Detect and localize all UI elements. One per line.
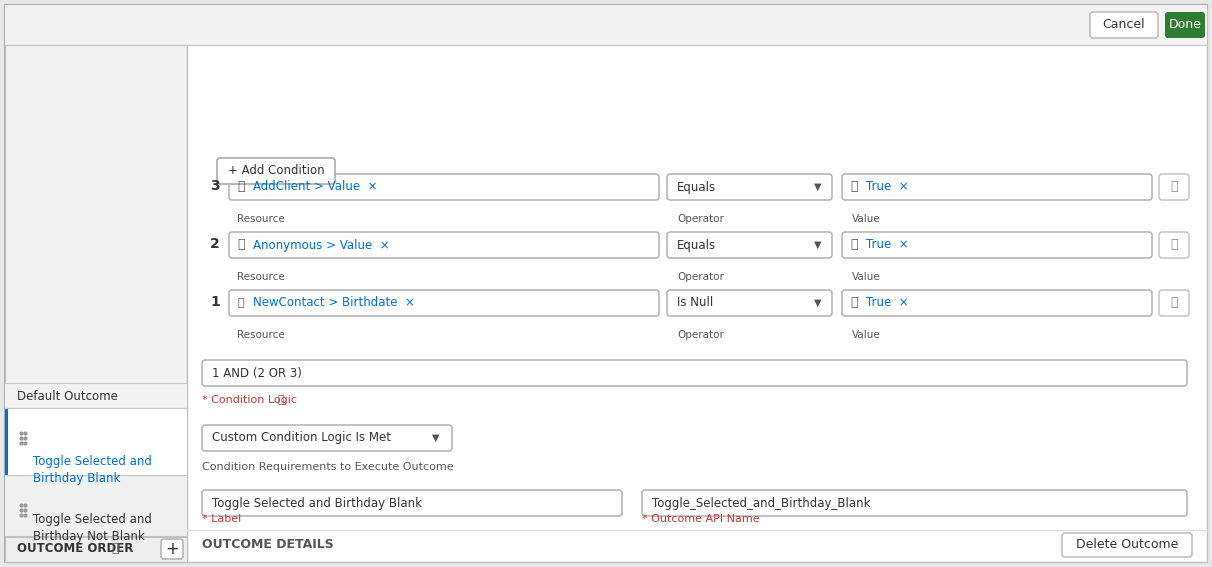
Text: Toggle_Selected_and_Birthday_Blank: Toggle_Selected_and_Birthday_Blank	[652, 497, 870, 510]
FancyBboxPatch shape	[217, 158, 335, 184]
FancyBboxPatch shape	[1090, 12, 1157, 38]
Text: Resource: Resource	[238, 330, 285, 340]
Text: Done: Done	[1168, 19, 1201, 32]
Text: ▼: ▼	[814, 240, 822, 250]
Bar	[5, 408, 187, 475]
Text: ⓘ: ⓘ	[278, 395, 284, 405]
Text: AddClient > Value  ×: AddClient > Value ×	[253, 180, 377, 193]
Text: OUTCOME DETAILS: OUTCOME DETAILS	[202, 538, 333, 551]
Text: Value: Value	[852, 330, 881, 340]
Text: Resource: Resource	[238, 214, 285, 224]
Bar	[5, 537, 187, 562]
FancyBboxPatch shape	[842, 174, 1151, 200]
Text: Equals: Equals	[678, 180, 716, 193]
Text: * Outcome API Name: * Outcome API Name	[642, 514, 760, 524]
FancyBboxPatch shape	[229, 174, 659, 200]
Text: True  ×: True ×	[867, 180, 909, 193]
FancyBboxPatch shape	[229, 290, 659, 316]
FancyBboxPatch shape	[1159, 290, 1189, 316]
Text: ⦿: ⦿	[851, 297, 858, 310]
Text: True  ×: True ×	[867, 239, 909, 252]
Text: ⦿: ⦿	[238, 239, 245, 252]
FancyBboxPatch shape	[202, 360, 1187, 386]
Text: ⓘ: ⓘ	[112, 543, 119, 556]
Bar	[5, 5, 187, 562]
Text: Value: Value	[852, 272, 881, 282]
Text: ▼: ▼	[814, 182, 822, 192]
Text: Toggle Selected and Birthday Blank: Toggle Selected and Birthday Blank	[212, 497, 422, 510]
FancyBboxPatch shape	[842, 232, 1151, 258]
Text: Custom Condition Logic Is Met: Custom Condition Logic Is Met	[212, 431, 391, 445]
Text: Operator: Operator	[678, 272, 724, 282]
FancyBboxPatch shape	[1159, 232, 1189, 258]
Text: 3: 3	[210, 179, 219, 193]
Bar	[5, 408, 8, 475]
Text: ⦿: ⦿	[238, 180, 245, 193]
Text: ▼: ▼	[814, 298, 822, 308]
FancyBboxPatch shape	[1165, 12, 1205, 38]
Text: Value: Value	[852, 214, 881, 224]
FancyBboxPatch shape	[667, 290, 831, 316]
FancyBboxPatch shape	[202, 425, 452, 451]
Text: True  ×: True ×	[867, 297, 909, 310]
Text: Default Outcome: Default Outcome	[17, 390, 118, 403]
Text: Toggle Selected and
Birthday Blank: Toggle Selected and Birthday Blank	[33, 455, 152, 485]
Text: * Label: * Label	[202, 514, 241, 524]
Text: 🗑: 🗑	[1171, 180, 1178, 193]
Text: Delete Outcome: Delete Outcome	[1076, 539, 1178, 552]
Text: Resource: Resource	[238, 272, 285, 282]
Text: Operator: Operator	[678, 214, 724, 224]
Text: ⦿: ⦿	[851, 239, 858, 252]
Bar	[5, 383, 187, 408]
Bar	[5, 475, 187, 536]
Text: NewContact > Birthdate  ×: NewContact > Birthdate ×	[253, 297, 415, 310]
FancyBboxPatch shape	[161, 539, 183, 559]
FancyBboxPatch shape	[642, 490, 1187, 516]
Bar	[5, 540, 187, 562]
Text: Cancel: Cancel	[1103, 19, 1145, 32]
Text: 1 AND (2 OR 3): 1 AND (2 OR 3)	[212, 366, 302, 379]
Text: 2: 2	[210, 237, 219, 251]
Text: Anonymous > Value  ×: Anonymous > Value ×	[253, 239, 389, 252]
Text: 📅: 📅	[238, 298, 245, 308]
Bar	[5, 5, 1207, 45]
Text: Is Null: Is Null	[678, 297, 713, 310]
FancyBboxPatch shape	[1062, 533, 1191, 557]
Text: + Add Condition: + Add Condition	[228, 164, 325, 177]
Bar	[187, 5, 1207, 562]
FancyBboxPatch shape	[229, 232, 659, 258]
FancyBboxPatch shape	[1159, 174, 1189, 200]
Text: ⦿: ⦿	[851, 180, 858, 193]
Text: * Condition Logic: * Condition Logic	[202, 395, 297, 405]
FancyBboxPatch shape	[667, 232, 831, 258]
Text: Condition Requirements to Execute Outcome: Condition Requirements to Execute Outcom…	[202, 462, 453, 472]
Text: 🗑: 🗑	[1171, 239, 1178, 252]
Text: 🗑: 🗑	[1171, 297, 1178, 310]
FancyBboxPatch shape	[842, 290, 1151, 316]
Text: Equals: Equals	[678, 239, 716, 252]
FancyBboxPatch shape	[202, 490, 622, 516]
Text: 1: 1	[210, 295, 219, 309]
Text: OUTCOME ORDER: OUTCOME ORDER	[17, 543, 133, 556]
Text: Operator: Operator	[678, 330, 724, 340]
Text: ▼: ▼	[433, 433, 440, 443]
Text: +: +	[165, 540, 179, 558]
Text: Toggle Selected and
Birthday Not Blank: Toggle Selected and Birthday Not Blank	[33, 513, 152, 543]
FancyBboxPatch shape	[667, 174, 831, 200]
